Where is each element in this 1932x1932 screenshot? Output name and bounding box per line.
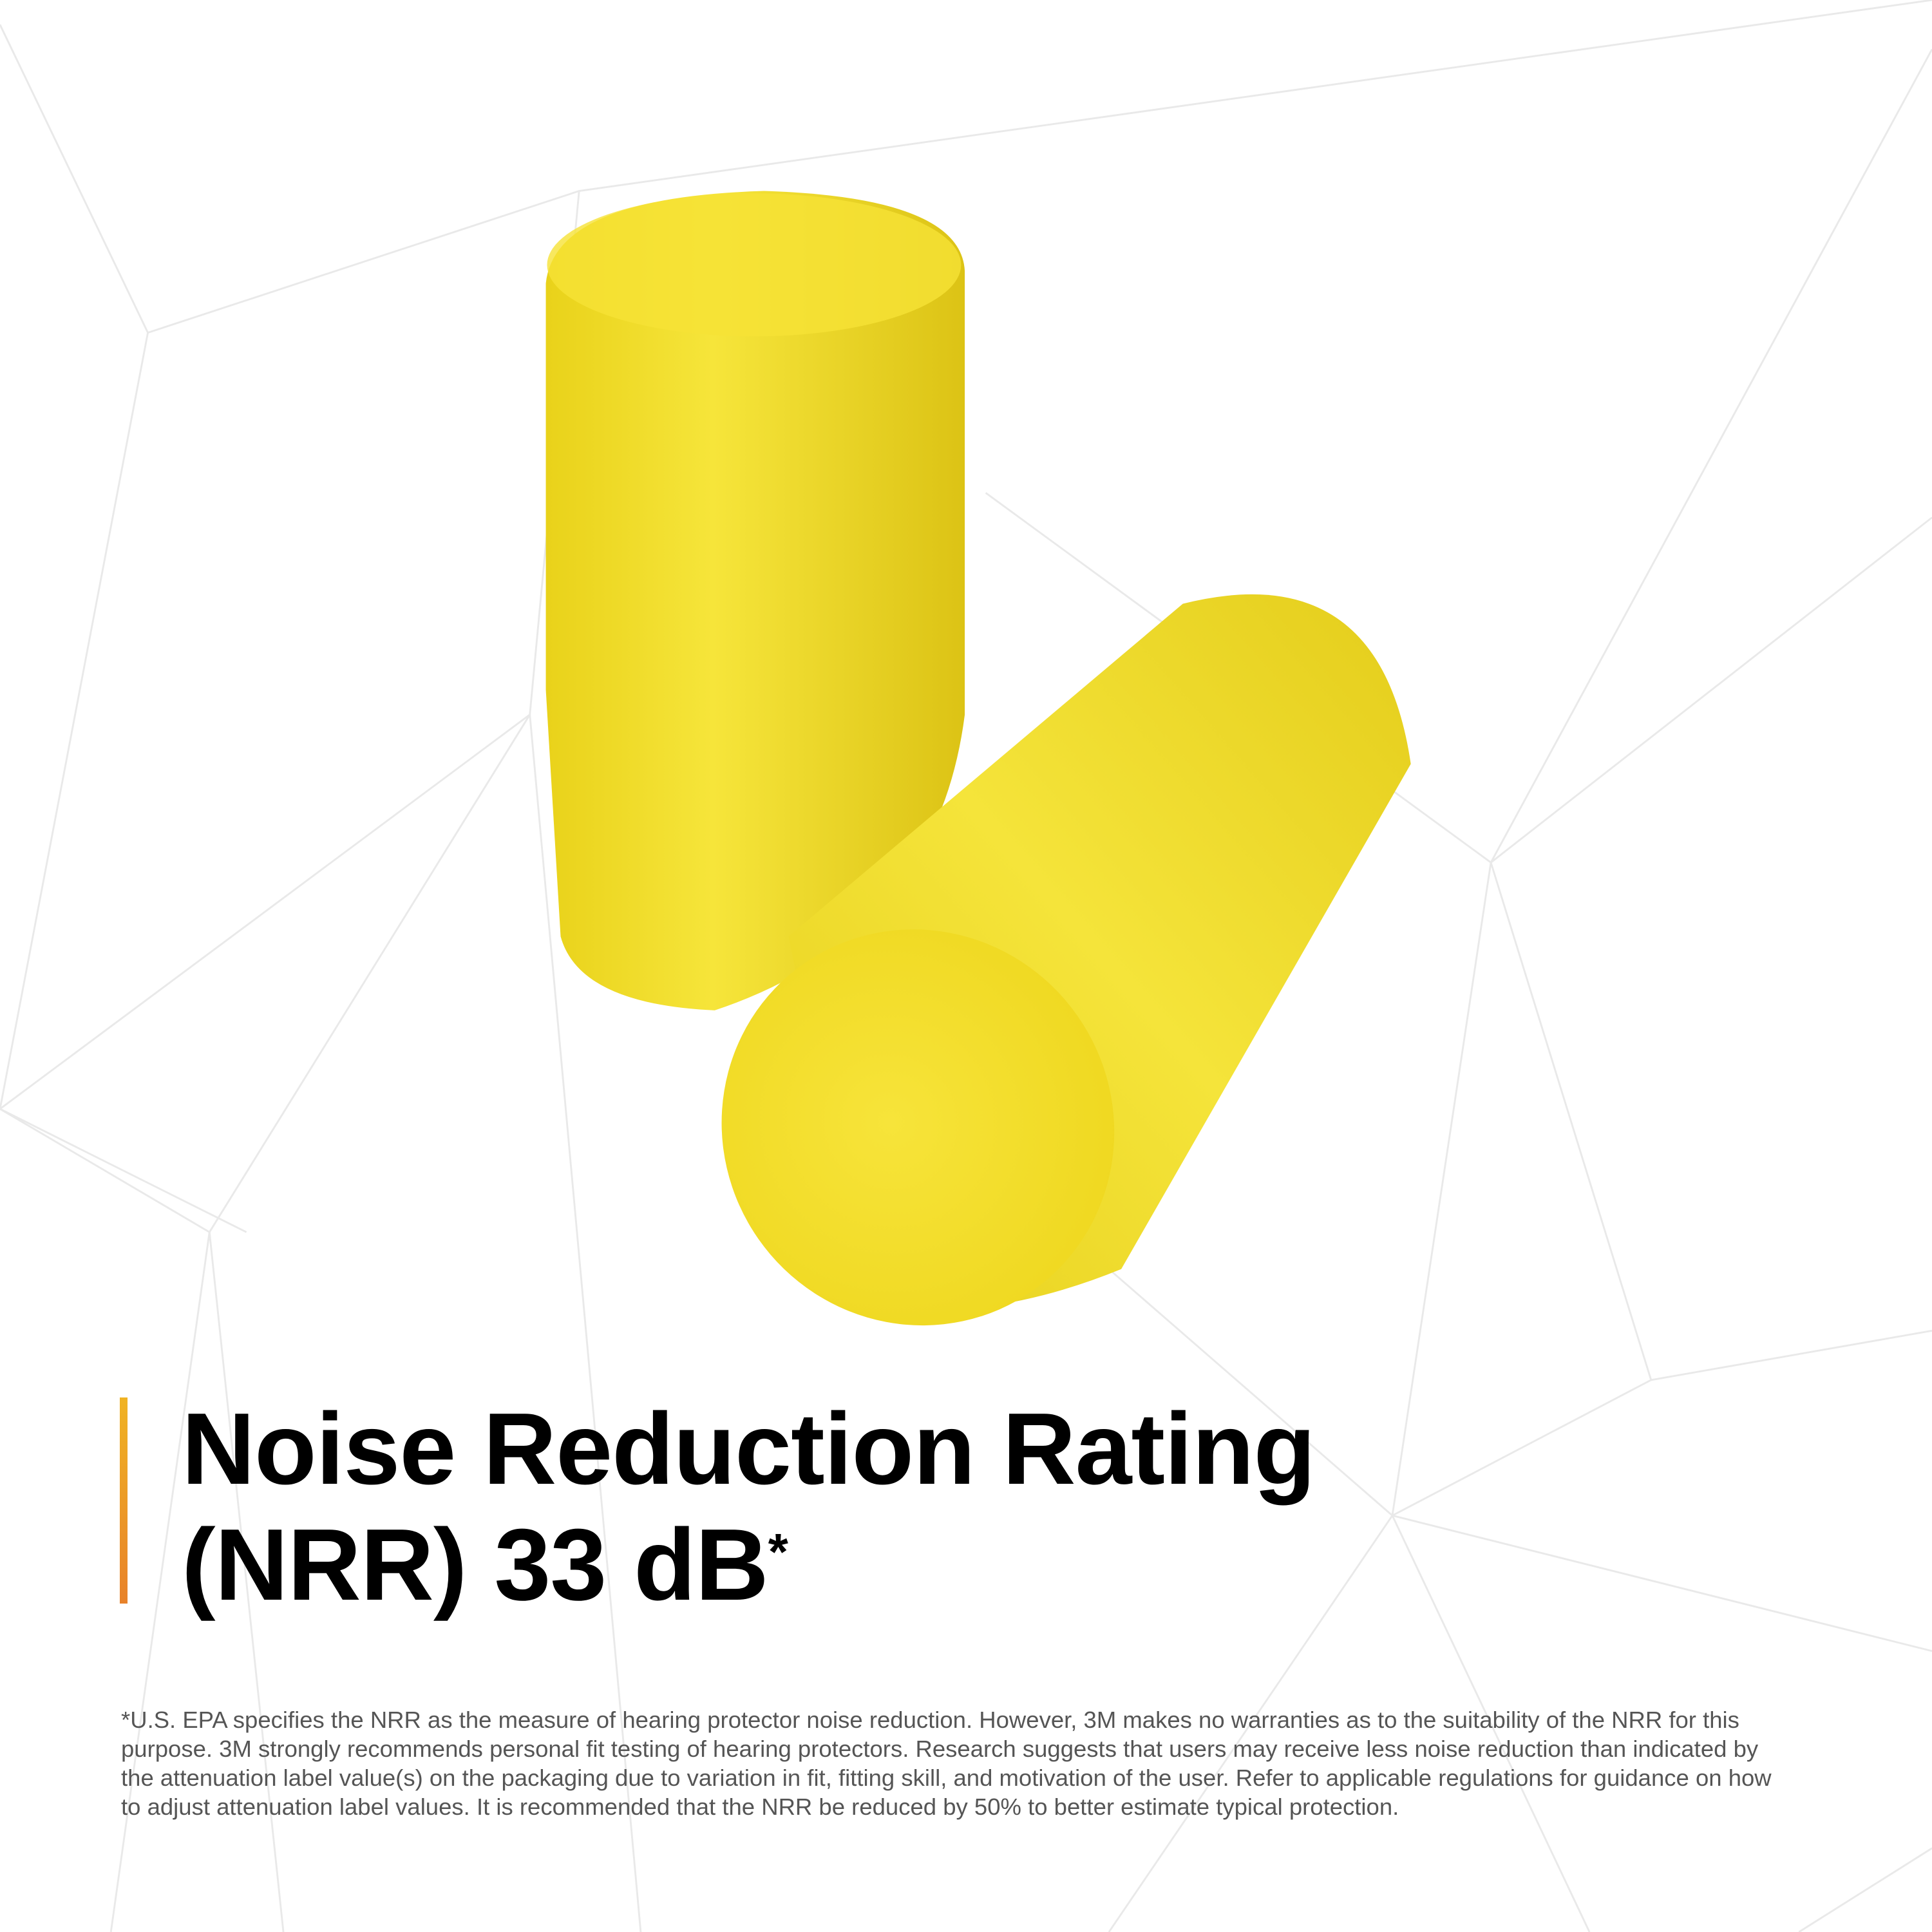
disclaimer-footnote: *U.S. EPA specifies the NRR as the measu… <box>121 1707 1772 1820</box>
earplug-upright <box>545 191 965 1010</box>
headline-asterisk: * <box>768 1523 788 1580</box>
headline: Noise Reduction Rating (NRR) 33 dB* <box>182 1391 1316 1623</box>
accent-bar <box>120 1397 128 1604</box>
headline-line2: (NRR) 33 dB <box>182 1508 769 1622</box>
earplug-lying <box>721 594 1411 1326</box>
headline-line1: Noise Reduction Rating <box>182 1392 1316 1506</box>
